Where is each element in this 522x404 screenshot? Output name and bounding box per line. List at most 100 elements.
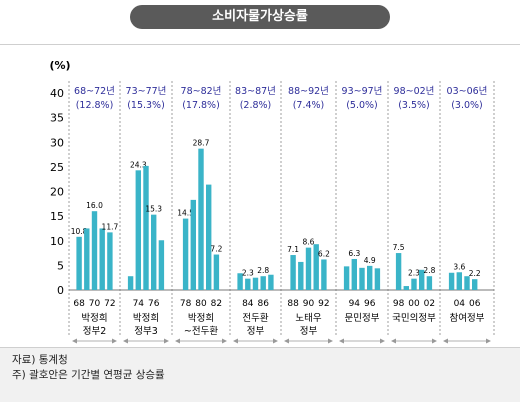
bar [395, 253, 402, 290]
arrow-right-icon [380, 338, 385, 344]
x-tick-label: 94 [349, 299, 361, 309]
government-label: 노태우 [295, 313, 321, 324]
bar-value-label: 3.6 [453, 262, 465, 271]
period-label: 73~77년 [126, 86, 167, 97]
bar-value-label: 2.8 [423, 266, 435, 275]
y-tick-label: 30 [50, 136, 64, 149]
bar [127, 276, 134, 290]
x-tick-label: 96 [364, 299, 376, 309]
bar [448, 272, 455, 290]
bar-value-label: 7.2 [210, 245, 222, 254]
bar [213, 254, 220, 290]
period-average-rate: (3.0%) [451, 100, 483, 111]
government-label: 박정희 [81, 313, 107, 324]
bar [76, 236, 82, 290]
arrow-left-icon [233, 338, 238, 344]
x-tick-label: 70 [89, 299, 101, 309]
bar-value-label: 15.3 [145, 205, 162, 214]
bar [305, 247, 312, 290]
period-label: 88~92년 [288, 86, 329, 97]
x-tick-label: 02 [424, 299, 435, 309]
bar-value-label: 7.5 [393, 243, 405, 252]
period-average-rate: (7.4%) [293, 100, 325, 111]
arrow-right-icon [222, 338, 227, 344]
x-tick-label: 98 [393, 299, 405, 309]
x-tick-label: 84 [242, 299, 254, 309]
bar [206, 184, 212, 290]
x-tick-label: 76 [148, 299, 160, 309]
bar [143, 165, 149, 290]
x-tick-label: 68 [73, 299, 85, 309]
arrow-right-icon [432, 338, 437, 344]
arrow-left-icon [72, 338, 77, 344]
period-label: 78~82년 [181, 86, 222, 97]
chart-panel: (%) 0 5 10 15 20 25 30 35 40 68~72년 (12.8%) 10.8 16.0… [0, 44, 520, 348]
bar [419, 269, 425, 290]
government-label: 전두환 [242, 312, 268, 324]
bar [99, 228, 105, 290]
x-tick-label: 88 [287, 299, 299, 309]
footnote-box: 자료) 통계청 주) 괄호안은 기간별 연평균 상승률 [0, 348, 520, 402]
y-tick-label: 40 [50, 87, 64, 100]
government-label: 정부2 [83, 326, 107, 337]
bar [367, 265, 373, 290]
bar [84, 228, 90, 290]
x-tick-label: 72 [104, 299, 115, 309]
bar [182, 218, 189, 290]
y-tick-label: 5 [57, 259, 64, 272]
x-tick-label: 82 [211, 299, 222, 309]
bar-value-label: 14.5 [177, 209, 194, 218]
arrow-right-icon [273, 338, 278, 344]
period-label: 93~97년 [342, 86, 383, 97]
period-label: 03~06년 [447, 86, 488, 97]
government-label: 박정희 [133, 313, 159, 324]
bar [91, 211, 98, 290]
bar-value-label: 2.8 [257, 266, 269, 275]
bar [237, 273, 243, 290]
bar-chart: (%) 0 5 10 15 20 25 30 35 40 68~72년 (12.8%) 10.8 16.0… [49, 59, 495, 344]
bar [472, 279, 478, 290]
y-tick-label: 0 [57, 284, 64, 297]
bar-value-label: 10.8 [71, 227, 88, 236]
x-tick-label: 80 [195, 299, 207, 309]
y-axis-label: (%) [49, 59, 70, 72]
bar [260, 276, 266, 290]
arrow-left-icon [123, 338, 128, 344]
bar-value-label: 6.2 [318, 249, 330, 258]
period-average-rate: (5.0%) [346, 100, 378, 111]
bar [359, 267, 365, 290]
bar-value-label: 6.3 [348, 249, 360, 258]
arrow-left-icon [284, 338, 289, 344]
arrow-left-icon [339, 338, 344, 344]
x-tick-label: 06 [469, 299, 481, 309]
bar [158, 240, 165, 290]
bar [190, 199, 196, 290]
arrow-left-icon [391, 338, 396, 344]
bar [464, 276, 470, 290]
bar [343, 266, 350, 290]
period-label: 98~02년 [394, 86, 435, 97]
bar [198, 148, 204, 290]
bar-value-label: 2.3 [242, 269, 254, 278]
arrow-left-icon [443, 338, 448, 344]
bar-value-label: 8.6 [303, 238, 315, 247]
x-tick-label: 90 [303, 299, 315, 309]
arrow-right-icon [112, 338, 117, 344]
arrow-right-icon [164, 338, 169, 344]
bar [252, 277, 259, 290]
bar-value-label: 28.7 [193, 139, 210, 148]
government-label: 박정희 [188, 313, 214, 324]
bar-value-label: 2.2 [469, 269, 481, 278]
government-label: ~전두환 [184, 325, 218, 337]
period-average-rate: (17.8%) [182, 100, 220, 111]
arrow-right-icon [328, 338, 333, 344]
bar-value-label: 4.9 [364, 256, 376, 265]
bar-value-label: 11.7 [102, 222, 119, 231]
x-tick-label: 86 [257, 299, 269, 309]
source-note: 자료) 통계청 [12, 354, 68, 366]
government-label: 참여정부 [450, 312, 485, 324]
period-average-rate: (3.5%) [398, 100, 430, 111]
x-tick-label: 00 [408, 299, 420, 309]
bar [245, 278, 251, 290]
period-average-rate: (12.8%) [76, 100, 114, 111]
